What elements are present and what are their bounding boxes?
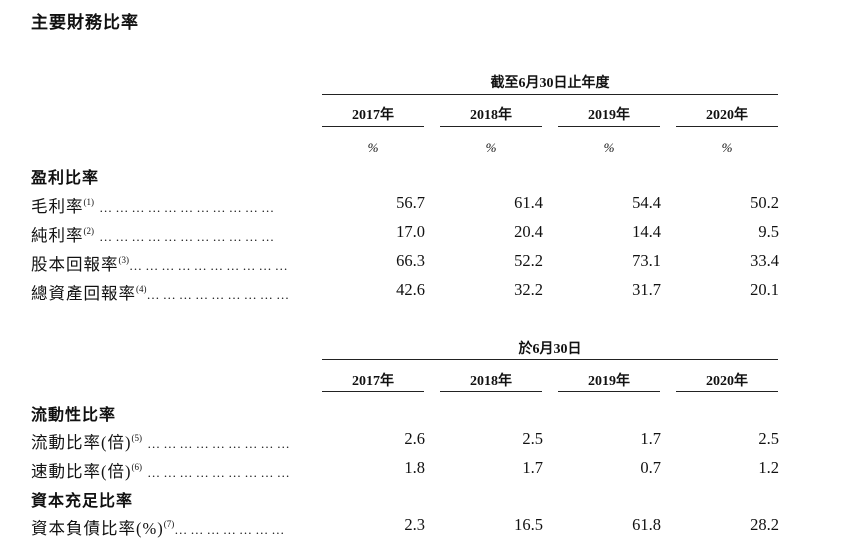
table-cell: 42.6 (396, 280, 425, 299)
year-rule (440, 391, 542, 392)
table-cell: 1.8 (404, 458, 425, 477)
table-cell: 31.7 (632, 280, 661, 299)
table-cell: 56.7 (396, 193, 425, 212)
table-cell: 20.4 (514, 222, 543, 241)
section-title-liquidity: 流動性比率 (31, 407, 117, 424)
unit-label: % (603, 140, 615, 155)
row-label: 純利率(2) …………………………… (31, 226, 278, 245)
year-header-2017: 2017年 (352, 108, 394, 123)
section-title-capital-adequacy: 資本充足比率 (31, 493, 134, 510)
row-label: 流動比率(倍)(5) ……………………… (31, 433, 293, 452)
table-cell: 1.7 (640, 429, 661, 448)
table-cell: 2.5 (758, 429, 779, 448)
year-rule (676, 126, 778, 127)
table-cell: 14.4 (632, 222, 661, 241)
unit-label: % (485, 140, 497, 155)
period-header-2: 於6月30日 (518, 342, 582, 357)
year-header-2019: 2019年 (588, 374, 630, 389)
row-label: 毛利率(1) …………………………… (31, 197, 278, 216)
unit-label: % (367, 140, 379, 155)
row-label: 資本負債比率(%)(7)………………… (31, 519, 288, 538)
row-label: 速動比率(倍)(6) ……………………… (31, 462, 293, 481)
table-cell: 66.3 (396, 251, 425, 270)
year-rule (440, 126, 542, 127)
table-cell: 54.4 (632, 193, 661, 212)
year-rule (676, 391, 778, 392)
table-cell: 33.4 (750, 251, 779, 270)
table-cell: 73.1 (632, 251, 661, 270)
header-rule-2 (322, 359, 778, 360)
table-cell: 2.5 (522, 429, 543, 448)
year-header-2019: 2019年 (588, 108, 630, 123)
year-rule (558, 391, 660, 392)
unit-label: % (721, 140, 733, 155)
year-rule (322, 391, 424, 392)
table-cell: 50.2 (750, 193, 779, 212)
table-cell: 2.3 (404, 515, 425, 534)
table-cell: 16.5 (514, 515, 543, 534)
year-rule (558, 126, 660, 127)
row-label: 總資產回報率(4)……………………… (31, 284, 293, 303)
year-header-2020: 2020年 (706, 374, 748, 389)
year-header-2020: 2020年 (706, 108, 748, 123)
year-header-2018: 2018年 (470, 374, 512, 389)
page-title: 主要財務比率 (31, 13, 139, 32)
table-cell: 28.2 (750, 515, 779, 534)
period-header-1: 截至6月30日止年度 (490, 76, 610, 91)
row-label: 股本回報率(3)………………………… (31, 255, 291, 274)
table-cell: 52.2 (514, 251, 543, 270)
section-title-profitability: 盈利比率 (31, 170, 100, 187)
table-cell: 20.1 (750, 280, 779, 299)
table-cell: 17.0 (396, 222, 425, 241)
table-cell: 2.6 (404, 429, 425, 448)
table-cell: 1.2 (758, 458, 779, 477)
year-header-2017: 2017年 (352, 374, 394, 389)
table-cell: 9.5 (758, 222, 779, 241)
table-cell: 1.7 (522, 458, 543, 477)
table-cell: 0.7 (640, 458, 661, 477)
table-cell: 61.8 (632, 515, 661, 534)
year-header-2018: 2018年 (470, 108, 512, 123)
header-rule-1 (322, 94, 778, 95)
table-cell: 61.4 (514, 193, 543, 212)
table-cell: 32.2 (514, 280, 543, 299)
year-rule (322, 126, 424, 127)
